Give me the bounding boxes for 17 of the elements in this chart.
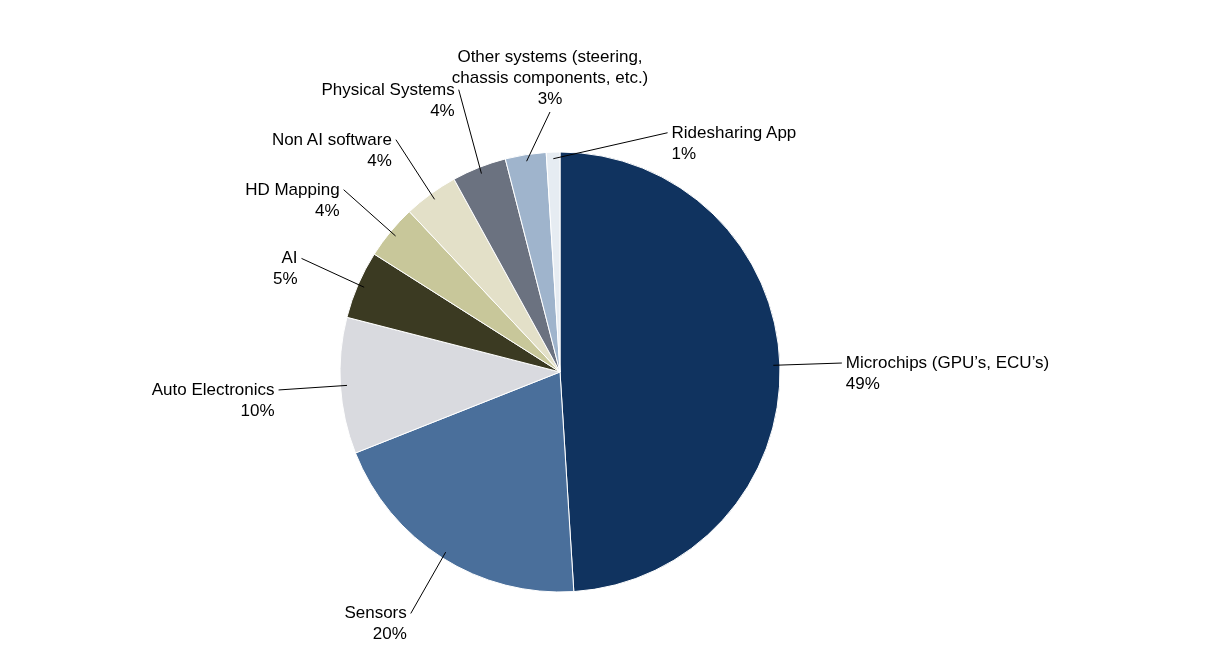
- slice-label: Sensors: [344, 603, 407, 623]
- slice-label: Auto Electronics: [151, 379, 275, 399]
- data-label: 4%: [430, 100, 455, 120]
- data-label: 5%: [272, 269, 298, 289]
- slice-label: HD Mapping: [245, 179, 340, 199]
- data-label: 4%: [367, 150, 392, 170]
- slice-label: Microchips (GPU’s, ECU’s): [845, 353, 1050, 373]
- data-label: 4%: [315, 200, 340, 220]
- data-label: 3%: [537, 89, 563, 108]
- data-label: 10%: [240, 400, 275, 420]
- slice-label: AI: [281, 248, 298, 268]
- slice-label: Non AI software: [271, 129, 392, 149]
- data-label: 1%: [671, 143, 697, 163]
- data-label: 20%: [372, 624, 407, 644]
- slice-label: Ridesharing App: [671, 122, 797, 142]
- data-label: 49%: [845, 374, 880, 394]
- slice-label: Other systems (steering, chassis components, etc.): [451, 47, 649, 87]
